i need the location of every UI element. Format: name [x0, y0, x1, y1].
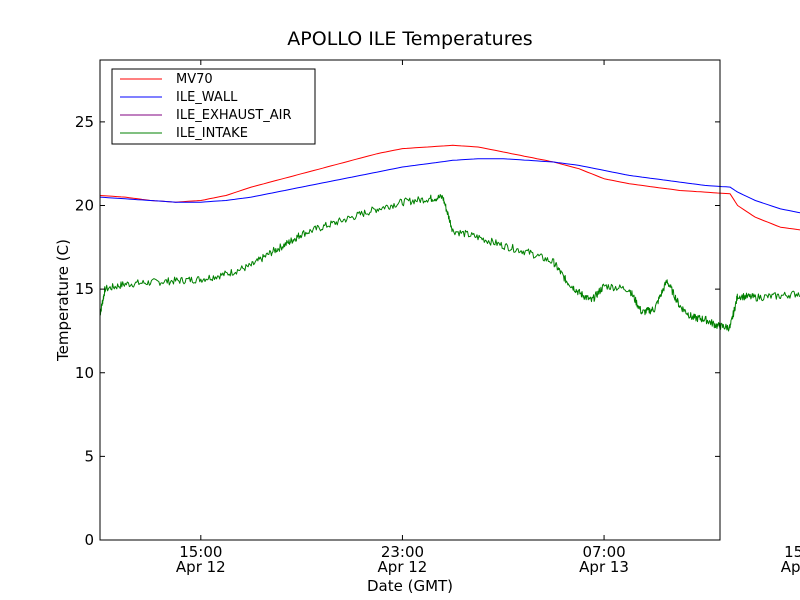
x-tick-time-label: 15:00	[784, 543, 800, 561]
x-tick-date-label: Apr 12	[176, 558, 226, 576]
x-tick-date-label: Apr 13	[579, 558, 629, 576]
legend-label: ILE_WALL	[176, 90, 238, 105]
y-axis-label: Temperature (C)	[54, 239, 72, 362]
y-tick-label: 0	[84, 531, 94, 549]
chart-title: APOLLO ILE Temperatures	[287, 28, 532, 50]
y-tick-label: 5	[84, 447, 94, 465]
x-tick-date-label: Apr 13	[781, 558, 800, 576]
plot-frame	[99, 59, 721, 541]
y-tick-label: 20	[75, 197, 94, 215]
legend-entries: MV70 ILE_WALL ILE_EXHAUST_AIR ILE_INTAKE	[120, 72, 292, 141]
x-tick-time-label: 07:00	[582, 543, 625, 561]
series-line-ile-intake	[99, 194, 800, 332]
y-tick-label: 10	[75, 364, 94, 382]
x-tick-time-label: 15:00	[179, 543, 222, 561]
legend-box	[111, 68, 316, 145]
y-tick-label: 15	[75, 280, 94, 298]
series-layer	[99, 144, 800, 332]
legend: MV70 ILE_WALL ILE_EXHAUST_AIR ILE_INTAKE	[111, 68, 316, 145]
x-axis-label: Date (GMT)	[367, 577, 453, 595]
legend-label: ILE_EXHAUST_AIR	[176, 108, 292, 123]
x-tick-date-label: Apr 12	[378, 558, 428, 576]
y-tick-label: 25	[75, 113, 94, 131]
x-tick-time-label: 23:00	[381, 543, 424, 561]
legend-label: ILE_INTAKE	[176, 126, 248, 141]
legend-label: MV70	[176, 72, 213, 87]
series-line-ile-wall	[99, 158, 800, 214]
series-line-mv70	[99, 144, 800, 231]
